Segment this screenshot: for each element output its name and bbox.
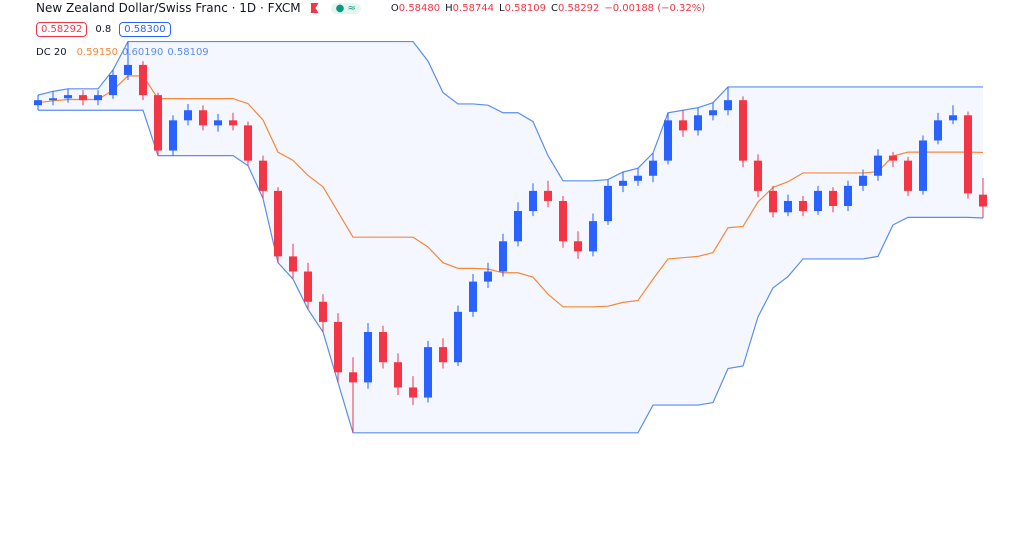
candle-body [814,190,822,212]
candle-body [229,120,237,126]
candle-body [919,140,927,191]
channel-upper [37,40,983,182]
candle-body [859,175,867,186]
candle-body [289,256,297,272]
candle-body [394,362,402,388]
candle-body [709,110,717,116]
ohlc-key: O [390,2,399,14]
candle-body [124,64,132,75]
candle-body [154,95,162,151]
candle-body [499,241,507,272]
candle-body [349,372,357,383]
candle-body [694,115,702,131]
ohlc-value: 0.58292 [557,2,600,14]
candle-body [274,190,282,257]
ohlc-key: C [550,2,558,14]
candle-body [874,155,882,176]
candle-body [559,200,567,242]
candle-body [739,100,747,161]
ohlc-value: 0.58744 [452,2,495,14]
candle-body [964,115,972,194]
buy-button[interactable]: 0.58300 [119,22,171,37]
ohlc-key: L [499,2,505,14]
candle-body [409,387,417,398]
change: −0.00188 (−0.32%) [604,2,706,14]
candle-body [184,110,192,121]
candle-body [604,185,612,222]
candle-body [379,331,387,363]
candle-body [469,281,477,312]
candle-body [529,190,537,212]
candle-body [94,95,102,101]
header: New Zealand Dollar/Swiss Franc · 1D · FX… [36,1,710,15]
candle-body [799,200,807,212]
channel-lower [38,109,984,434]
candle-body [49,98,57,101]
status-pill[interactable]: ● ≈ [330,2,361,14]
candle-body [724,100,732,111]
candle-body [769,190,777,213]
candle-body [439,347,447,363]
candle-body [754,160,762,191]
candle-body [454,311,462,363]
candle-body [259,160,267,191]
sell-button[interactable]: 0.58292 [36,22,88,37]
candle-body [139,64,147,96]
indicator-value: 0.60190 [121,47,164,58]
candle-body [334,321,342,373]
indicator-legend: DC 20 0.59150 0.60190 0.58109 [36,47,209,58]
candle-body [589,221,597,252]
candle-body [319,301,327,322]
candle-body [949,115,957,121]
candle-body [664,120,672,161]
candle-body [619,180,627,186]
candle-body [829,190,837,207]
ohlc-value: 0.58109 [504,2,546,14]
candle-body [484,271,492,282]
candle-body [784,200,792,213]
ohlc-value: 0.58480 [398,2,441,14]
candle-body [904,160,912,191]
candle-body [889,155,897,161]
candle-body [634,175,642,181]
candle-body [34,100,42,106]
candle-body [844,185,852,207]
candle-body [199,110,207,126]
spread: 0.8 [95,24,112,35]
indicator-value: 0.59150 [76,47,118,58]
candle-body [64,95,72,99]
candle-body [574,241,582,252]
candle-body [79,95,87,101]
candle-body [649,160,657,176]
ohlc-key: H [445,2,453,14]
candle-body [109,74,117,96]
chart-title: New Zealand Dollar/Swiss Franc · 1D · FX… [36,1,301,15]
trade-row: 0.58292 0.8 0.58300 [36,22,171,37]
candle-body [214,120,222,126]
candle-body [979,194,987,207]
flag-icon[interactable] [310,3,319,13]
candle-body [424,347,432,398]
candle-body [514,211,522,242]
candle-body [544,190,552,201]
candle-body [169,120,177,151]
candle-body [679,120,687,131]
candle-body [934,120,942,141]
candle-body [364,331,372,383]
channel-middle [37,75,984,308]
indicator-name: DC 20 [36,47,67,58]
candle-body [304,271,312,302]
indicator-value: 0.58109 [167,47,209,58]
channel-fill [38,41,983,433]
candle-body [244,125,252,161]
